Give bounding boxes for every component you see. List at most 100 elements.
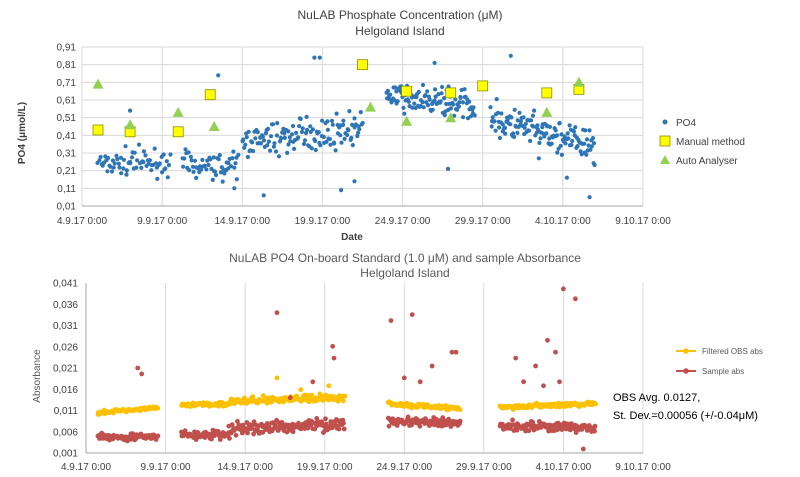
po4-point [471,105,476,110]
po4-point [128,161,133,166]
po4-point [147,158,152,163]
po4-point [401,105,406,110]
po4-point [522,125,527,130]
po4-point [410,105,415,110]
x-tick-label: 4.9.17 0:00 [57,216,107,227]
po4-point [495,110,501,115]
po4-point [442,113,447,118]
po4-point [508,53,513,58]
legend-label-auto-analyser: Auto Analyser [676,156,738,167]
po4-point [152,146,157,151]
sample-abs-point [513,355,519,361]
po4-point [457,100,462,105]
po4-point [222,171,227,176]
po4-point [197,164,203,169]
y-tick-label: 0,016 [53,385,78,396]
po4-point [427,97,432,102]
po4-point [253,136,258,141]
po4-point [570,138,575,144]
po4-point [345,132,350,138]
sample-abs-point [388,318,394,323]
po4-point [527,128,532,133]
po4-point [502,125,508,130]
po4-point [324,139,329,144]
po4-point [275,121,280,126]
po4-point [187,168,192,173]
po4-point [234,177,239,182]
x-tick-label: 4.10.17 0:00 [536,462,592,473]
po4-point [272,141,277,146]
po4-point [420,100,425,105]
x-tick-label: 9.10.17 0:00 [615,462,671,473]
legend-marker-po4 [662,119,668,125]
sample-abs-point [510,417,515,423]
po4-point [587,195,592,200]
po4-point [563,141,568,146]
po4-point [161,152,166,157]
auto-analyser-point [401,115,413,126]
po4-point [490,115,495,120]
po4-point [141,160,146,165]
po4-point [460,100,465,105]
po4-point [299,129,305,135]
po4-point [536,156,541,161]
po4-point [112,161,117,166]
chart1-x-axis-label: Date [341,232,363,243]
po4-point [119,171,124,176]
po4-point [111,165,116,170]
po4-point [503,131,508,136]
sample-abs-point [251,431,256,437]
po4-point [451,102,456,107]
po4-point [518,119,524,124]
sample-abs-point [386,423,392,429]
po4-point [286,142,291,147]
sample-abs-point [573,296,578,302]
po4-point [402,111,407,116]
x-tick-label: 29.9.17 0:00 [455,216,511,227]
chart1-y-axis-label: PO4 (μmol/L) [17,102,28,164]
po4-point [549,141,554,146]
po4-point [298,116,303,121]
po4-point [492,119,497,124]
sample-abs-point [417,379,423,385]
po4-point [586,143,591,148]
po4-point [261,193,266,198]
legend-label-filtered-obs-abs: Filtered OBS abs [702,347,763,356]
y-tick-label: 0,11 [57,184,76,195]
sample-abs-point [530,419,536,425]
po4-point [338,133,343,138]
legend-marker-auto-analyser [660,155,670,164]
chart2-y-axis-label: Absorbance [32,349,43,403]
sample-abs-point [245,430,250,436]
po4-point [246,129,251,134]
po4-point [139,165,144,170]
y-tick-label: 0,001 [53,449,78,460]
po4-point [269,134,274,139]
po4-point [385,88,390,93]
po4-point [356,130,361,135]
po4-point [232,186,237,191]
po4-point [115,157,120,162]
po4-point [573,125,578,130]
po4-point [339,140,344,145]
legend-item-manual-method: Manual method [659,135,745,148]
po4-point [189,158,194,163]
manual-method-point [172,126,184,138]
po4-point [194,175,199,180]
y-tick-label: 0,026 [53,342,78,353]
po4-point [456,104,461,109]
po4-point [114,153,119,158]
po4-point [149,168,154,173]
po4-point [312,55,317,60]
filtered-obs-abs-point [309,392,315,398]
sample-abs-point [287,395,293,401]
po4-point [212,169,218,174]
po4-point [271,144,276,149]
filtered-obs-abs-point [457,407,463,413]
po4-point [124,172,129,177]
po4-point [276,154,282,159]
po4-point [228,164,234,169]
po4-point [591,141,597,146]
po4-point [472,113,477,118]
po4-point [334,111,339,116]
